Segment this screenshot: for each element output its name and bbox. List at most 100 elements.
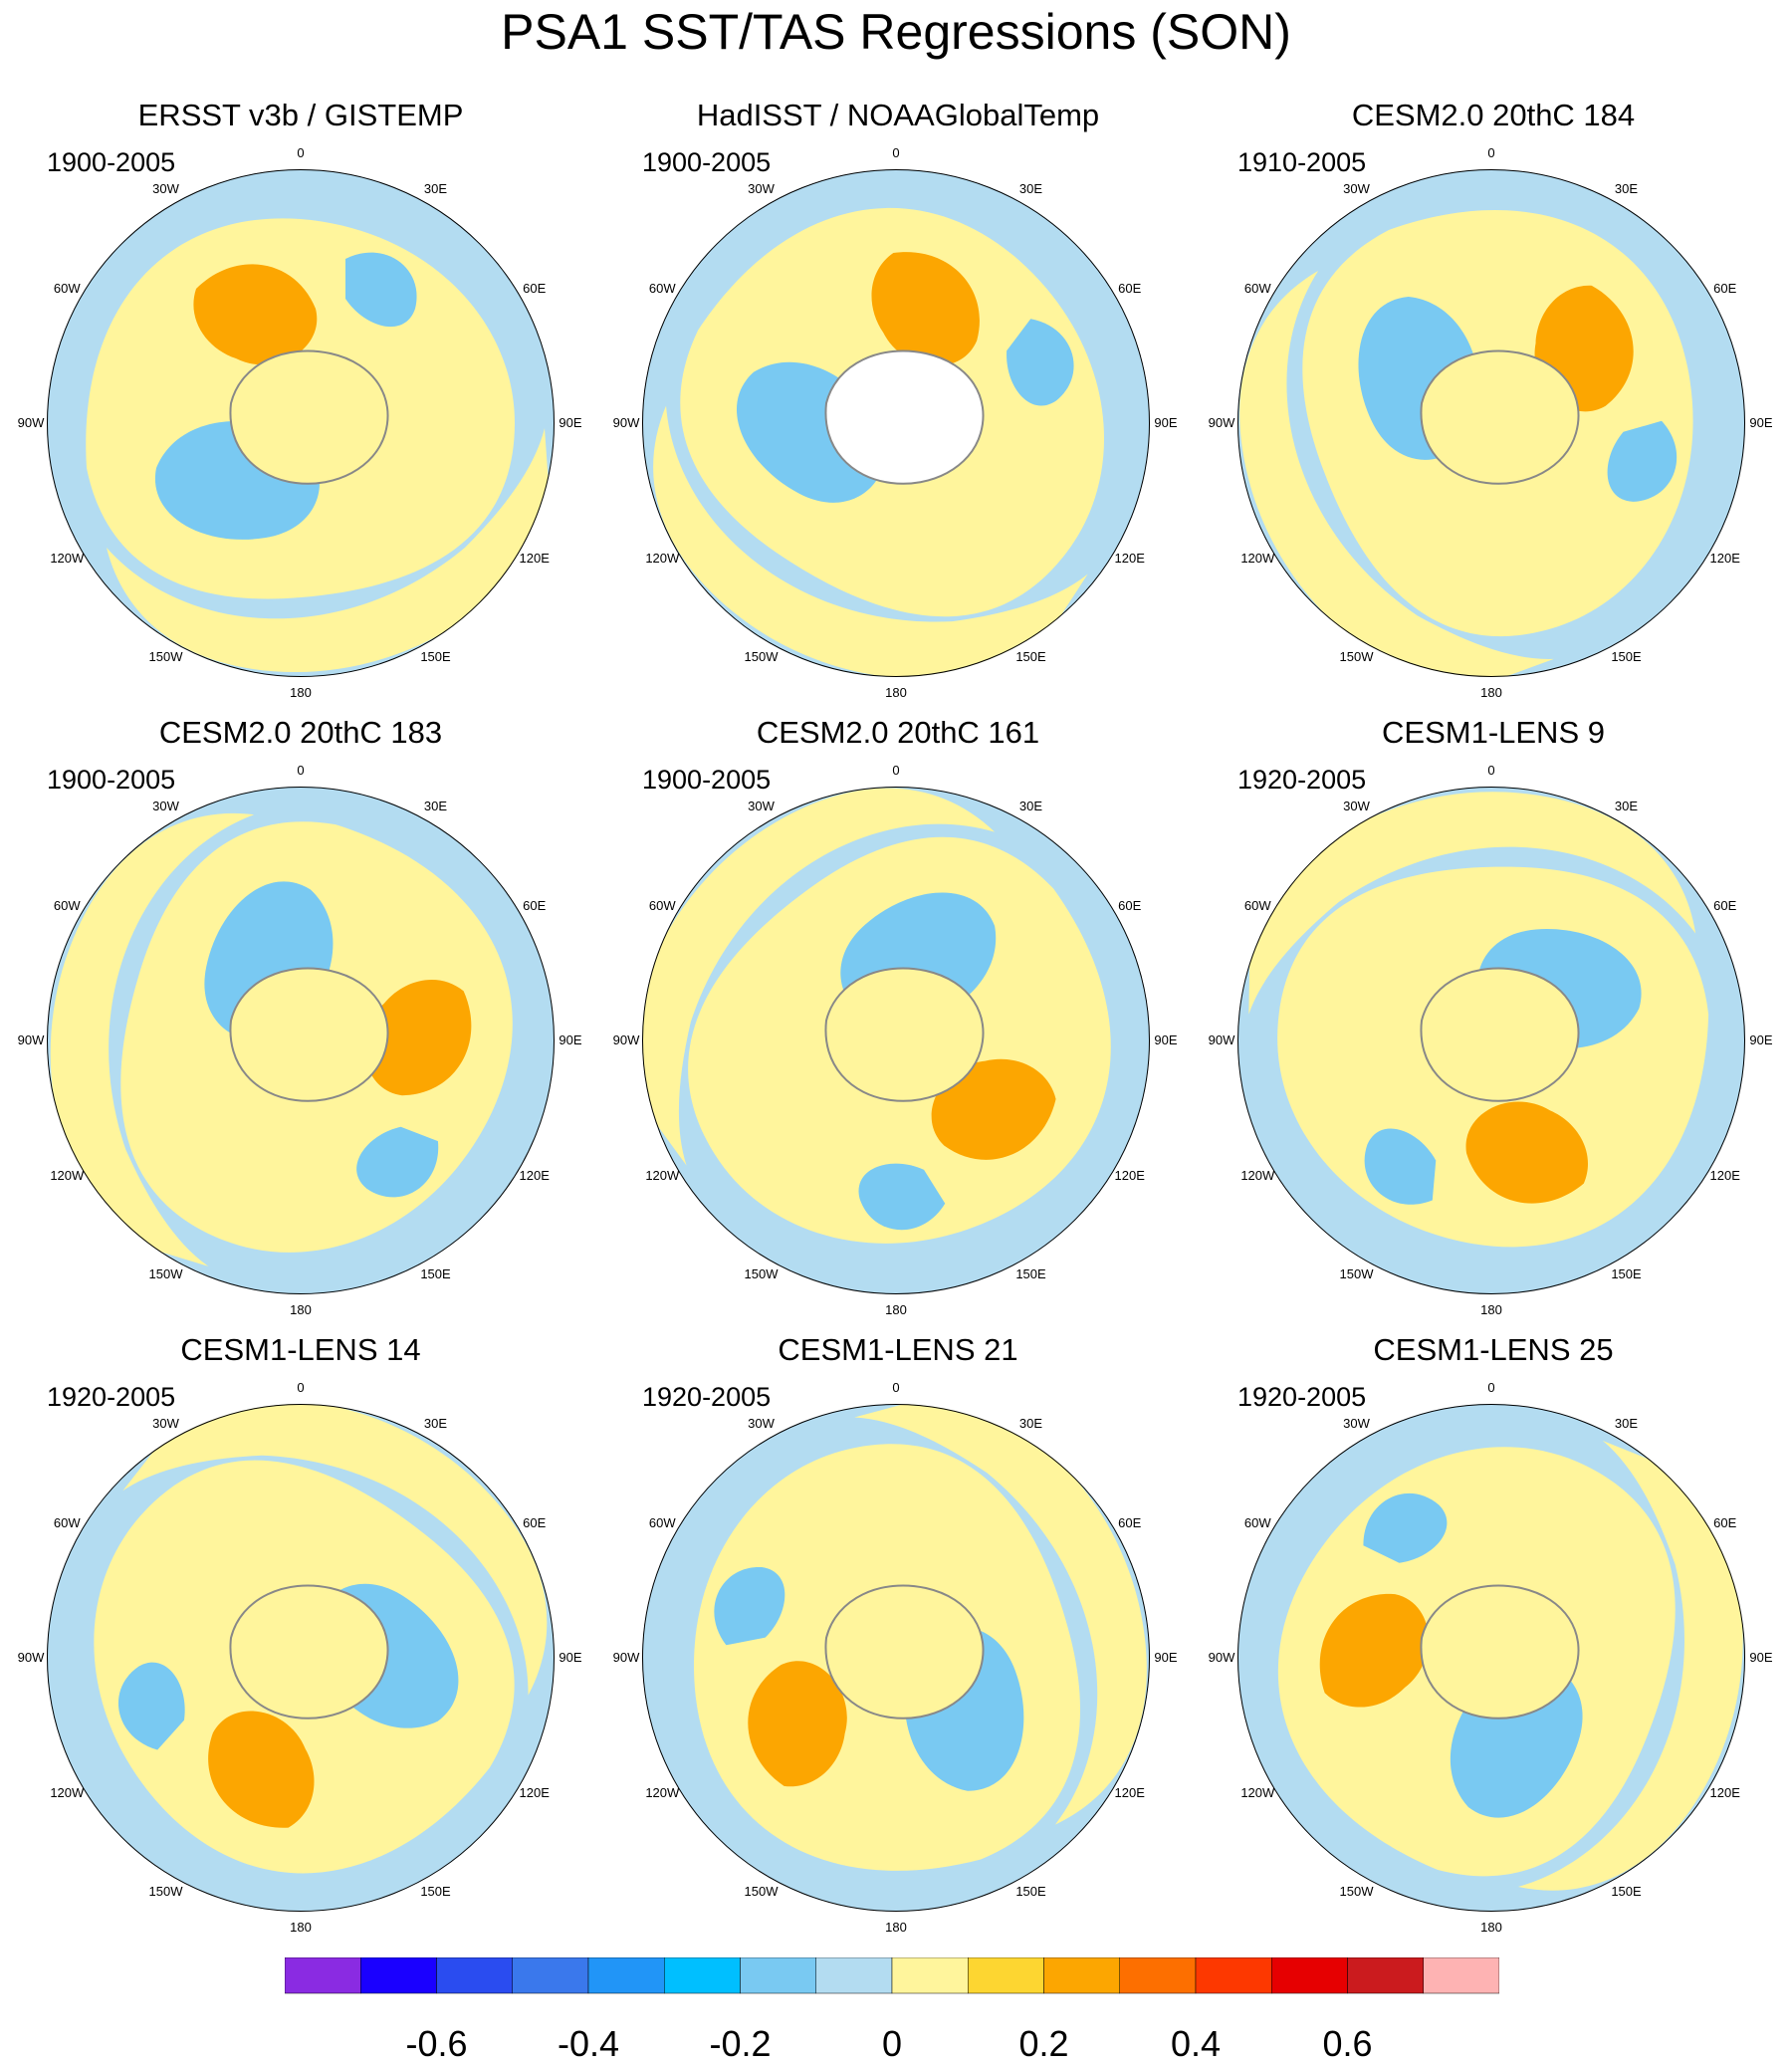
longitude-label: 30E [1614, 181, 1639, 197]
longitude-label: 120W [1240, 1784, 1275, 1800]
longitude-label: 30E [1614, 1416, 1639, 1432]
colorbar-tick-label: 0.2 [1018, 2023, 1069, 2064]
longitude-label: 90E [1154, 1650, 1178, 1665]
cool-anomaly-region [714, 1567, 785, 1646]
longitude-label: 180 [290, 1302, 312, 1317]
longitude-label: 150W [744, 1883, 779, 1899]
antarctica-outline [1420, 349, 1580, 485]
longitude-label: 90W [1208, 415, 1235, 430]
longitude-label: 180 [1480, 1920, 1502, 1935]
longitude-label: 60E [1118, 1514, 1142, 1530]
warm-anomaly-region [364, 979, 472, 1096]
colorbar-tick-label: -0.4 [557, 2023, 620, 2064]
warm-anomaly-region [871, 252, 980, 366]
panel-period: 1900-2005 [47, 765, 176, 795]
longitude-label: 150W [744, 648, 779, 664]
longitude-label: 150W [744, 1265, 779, 1281]
colorbar-swatch [1195, 1957, 1272, 1994]
longitude-label: 90W [1208, 1032, 1235, 1047]
longitude-label: 0 [297, 145, 305, 160]
map-border [1237, 169, 1745, 677]
longitude-label: 180 [1480, 1302, 1502, 1317]
antarctica-outline [824, 349, 985, 485]
cool-anomaly-region [117, 1662, 185, 1750]
antarctica-outline [1420, 967, 1580, 1102]
warm-anomaly-region [854, 1404, 1147, 1825]
longitude-label: 90E [559, 1650, 582, 1665]
longitude-label: 0 [297, 763, 305, 778]
longitude-label: 60E [1713, 280, 1737, 296]
antarctica-outline [229, 349, 389, 485]
warm-anomaly-region [208, 1711, 315, 1828]
longitude-label: 60W [1243, 1514, 1271, 1530]
polar-map [47, 1404, 555, 1912]
longitude-label: 150W [1339, 648, 1374, 664]
map-border [642, 169, 1150, 677]
polar-map [47, 787, 555, 1294]
longitude-label: 30W [152, 1416, 179, 1432]
longitude-label: 0 [1487, 763, 1495, 778]
longitude-label: 30W [748, 1416, 775, 1432]
polar-map [47, 169, 555, 677]
warm-anomaly-region [1248, 792, 1696, 1015]
colorbar-swatch [1043, 1957, 1120, 1994]
map-border [642, 1404, 1150, 1912]
longitude-label: 120W [645, 1784, 680, 1800]
longitude-label: 150E [1015, 648, 1046, 664]
antarctica-outline [1420, 1584, 1580, 1720]
colorbar-swatch [285, 1957, 361, 1994]
antarctica-outline [229, 967, 389, 1102]
colorbar-swatch [436, 1957, 513, 1994]
polar-map [642, 787, 1150, 1294]
longitude-label: 150E [1611, 1883, 1642, 1899]
longitude-label: 120E [1114, 550, 1145, 566]
longitude-label: 30E [1614, 799, 1639, 814]
colorbar-swatch [1347, 1957, 1424, 1994]
longitude-label: 30E [1018, 181, 1043, 197]
panel-period: 1900-2005 [47, 147, 176, 177]
cool-anomaly-region [1607, 420, 1678, 502]
longitude-label: 150W [1339, 1883, 1374, 1899]
warm-anomaly-region [931, 1058, 1056, 1160]
longitude-label: 0 [1487, 1380, 1495, 1395]
longitude-label: 90W [1208, 1650, 1235, 1665]
polar-map [642, 1404, 1150, 1912]
longitude-label: 150W [148, 648, 183, 664]
longitude-label: 60W [1243, 280, 1271, 296]
longitude-label: 120E [519, 1167, 550, 1183]
cool-anomaly-region [858, 1163, 946, 1231]
panel-title: CESM1-LENS 21 [778, 1332, 1018, 1367]
longitude-label: 120W [50, 550, 85, 566]
longitude-label: 180 [885, 685, 907, 700]
colorbar-tick-label: 0 [881, 2023, 903, 2064]
longitude-label: 60W [648, 1514, 676, 1530]
polar-map [1237, 1404, 1745, 1912]
longitude-label: 0 [892, 145, 900, 160]
figure-title: PSA1 SST/TAS Regressions (SON) [501, 4, 1291, 60]
longitude-label: 180 [885, 1920, 907, 1935]
longitude-label: 120E [1709, 1167, 1740, 1183]
warm-anomaly-region [107, 428, 550, 672]
longitude-label: 90W [17, 1032, 45, 1047]
longitude-label: 90W [612, 415, 640, 430]
panel-title: CESM2.0 20thC 184 [1351, 98, 1636, 132]
map-border [1237, 787, 1745, 1294]
longitude-label: 180 [290, 685, 312, 700]
longitude-label: 90E [1154, 1032, 1178, 1047]
longitude-label: 90E [559, 1032, 582, 1047]
colorbar-tick-label: -0.6 [405, 2023, 468, 2064]
warm-anomaly-region [1239, 271, 1554, 677]
colorbar-swatch [1423, 1957, 1499, 1994]
longitude-label: 30W [1343, 799, 1370, 814]
longitude-label: 150W [1339, 1265, 1374, 1281]
warm-anomaly-region [1517, 1440, 1743, 1891]
longitude-label: 90E [1749, 1032, 1773, 1047]
longitude-label: 150W [148, 1883, 183, 1899]
longitude-label: 150E [420, 1883, 451, 1899]
longitude-label: 120E [1709, 1784, 1740, 1800]
cool-anomaly-region [356, 1126, 439, 1198]
colorbar-swatch [512, 1957, 589, 1994]
longitude-label: 120W [1240, 1167, 1275, 1183]
colorbar-swatch [360, 1957, 437, 1994]
longitude-label: 60E [1713, 897, 1737, 913]
